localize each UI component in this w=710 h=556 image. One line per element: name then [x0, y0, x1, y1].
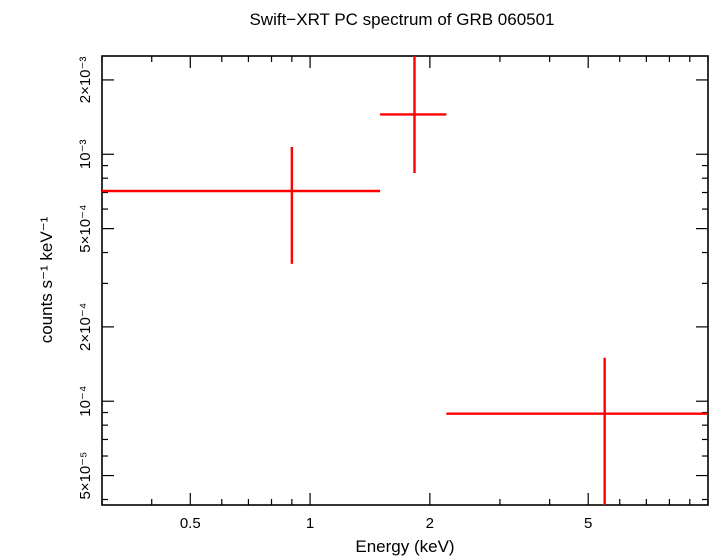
y-tick-label: 5×10⁻⁵: [77, 452, 94, 500]
y-tick-label: 2×10⁻³: [77, 57, 94, 104]
y-tick-label: 10⁻³: [77, 139, 94, 169]
x-axis-label: Energy (keV): [355, 537, 454, 556]
y-tick-label: 10⁻⁴: [77, 386, 94, 417]
y-tick-label: 5×10⁻⁴: [77, 205, 94, 253]
chart-title: Swift−XRT PC spectrum of GRB 060501: [249, 10, 554, 29]
x-tick-label: 1: [306, 515, 314, 532]
x-tick-label: 5: [584, 515, 592, 532]
data-series: [102, 56, 708, 505]
x-tick-label: 2: [426, 515, 434, 532]
axis-ticks: [101, 56, 709, 505]
y-tick-label: 2×10⁻⁴: [77, 303, 94, 351]
x-tick-label: 0.5: [180, 515, 201, 532]
y-axis-label: counts s⁻¹ keV⁻¹: [37, 216, 56, 343]
tick-labels: 0.5 1 2 5 5×10⁻⁵ 10⁻⁴ 2×10⁻⁴ 5×10⁻⁴ 10⁻³ 2×10⁻³: [77, 57, 592, 532]
plot-frame: [101, 55, 709, 506]
